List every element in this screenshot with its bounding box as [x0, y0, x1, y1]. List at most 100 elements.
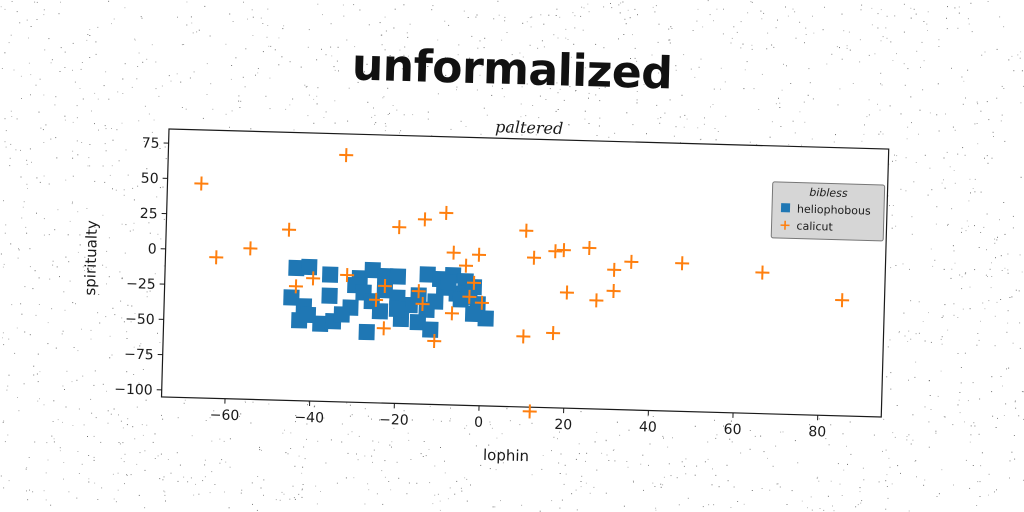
noise-dot	[137, 185, 139, 187]
noise-dot	[779, 102, 781, 104]
noise-dot	[245, 401, 246, 403]
noise-dot	[104, 125, 106, 127]
noise-dot	[944, 304, 946, 306]
noise-dot	[622, 1, 624, 3]
noise-dot	[302, 466, 304, 468]
noise-dot	[945, 113, 946, 115]
noise-dot	[974, 225, 975, 227]
noise-dot	[722, 33, 724, 35]
noise-dot	[62, 421, 63, 423]
noise-dot	[968, 200, 970, 202]
noise-dot	[958, 399, 960, 401]
noise-dot	[941, 343, 943, 345]
noise-dot	[445, 56, 446, 58]
noise-dot	[801, 500, 803, 502]
noise-dot	[0, 6, 2, 8]
noise-dot	[910, 443, 912, 445]
noise-dot	[39, 398, 40, 400]
noise-dot	[910, 7, 912, 9]
noise-dot	[1015, 289, 1017, 291]
noise-dot	[976, 505, 978, 506]
noise-dot	[275, 499, 277, 501]
noise-dot	[1007, 310, 1009, 312]
noise-dot	[634, 47, 636, 49]
noise-dot	[146, 318, 148, 319]
noise-dot	[680, 142, 681, 143]
noise-dot	[390, 489, 392, 491]
noise-dot	[967, 18, 969, 20]
noise-dot	[915, 162, 917, 163]
noise-dot	[681, 94, 683, 96]
noise-dot	[817, 476, 819, 478]
noise-dot	[947, 6, 948, 8]
noise-dot	[134, 39, 136, 41]
noise-dot	[753, 88, 755, 90]
noise-dot	[483, 107, 485, 109]
noise-dot	[118, 160, 120, 162]
noise-dot	[960, 367, 962, 368]
noise-dot	[139, 345, 141, 347]
noise-dot	[557, 37, 559, 39]
noise-dot	[543, 129, 544, 131]
noise-dot	[916, 50, 918, 52]
noise-dot	[391, 446, 392, 448]
noise-dot	[46, 442, 48, 444]
noise-dot	[788, 144, 790, 146]
noise-dot	[295, 415, 297, 417]
noise-dot	[852, 83, 854, 84]
noise-dot	[292, 485, 294, 487]
noise-dot	[411, 419, 413, 421]
calicut-point	[548, 244, 563, 259]
noise-dot	[646, 133, 647, 135]
noise-dot	[502, 462, 504, 464]
noise-dot	[181, 107, 183, 108]
noise-dot	[571, 493, 573, 495]
noise-dot	[988, 119, 990, 121]
noise-dot	[913, 8, 915, 10]
noise-dot	[539, 95, 541, 97]
noise-dot	[35, 314, 37, 316]
noise-dot	[749, 141, 751, 143]
y-tick-label: 25	[140, 206, 158, 222]
noise-dot	[130, 389, 132, 391]
noise-dot	[36, 373, 38, 375]
noise-dot	[952, 245, 954, 247]
noise-dot	[81, 62, 83, 63]
noise-dot	[1007, 269, 1009, 271]
noise-dot	[794, 440, 796, 442]
noise-dot	[885, 480, 887, 482]
noise-dot	[563, 99, 565, 101]
noise-dot	[568, 124, 570, 126]
noise-dot	[859, 491, 861, 493]
noise-dot	[10, 34, 12, 36]
noise-dot	[969, 178, 971, 180]
noise-dot	[967, 400, 969, 402]
noise-dot	[351, 431, 353, 433]
noise-dot	[583, 7, 585, 9]
noise-dot	[715, 437, 717, 439]
noise-dot	[589, 84, 591, 86]
noise-dot	[456, 89, 457, 91]
noise-dot	[580, 486, 582, 488]
noise-dot	[626, 112, 628, 114]
noise-dot	[126, 424, 128, 426]
noise-dot	[307, 115, 309, 117]
calicut-point	[306, 271, 321, 286]
noise-dot	[905, 190, 907, 192]
noise-dot	[301, 417, 303, 419]
noise-dot	[660, 117, 662, 119]
noise-dot	[210, 83, 212, 85]
noise-dot	[707, 0, 709, 2]
noise-dot	[52, 260, 54, 262]
noise-dot	[938, 493, 940, 495]
noise-dot	[874, 53, 876, 55]
noise-dot	[794, 132, 796, 134]
noise-dot	[916, 476, 917, 478]
noise-dot	[531, 422, 533, 424]
noise-dot	[964, 421, 965, 423]
noise-dot	[240, 413, 242, 415]
noise-dot	[596, 431, 598, 433]
noise-dot	[1008, 59, 1010, 61]
noise-dot	[71, 381, 73, 383]
noise-dot	[252, 401, 254, 403]
